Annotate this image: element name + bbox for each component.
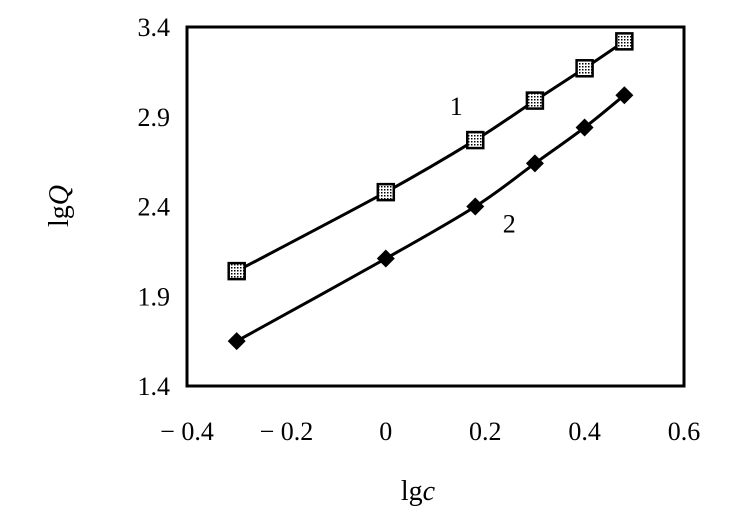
y-axis-label-main: lg [44,205,75,227]
y-axis-ticks: 1.4 1.9 2.4 2.9 3.4 [138,13,171,401]
x-tick-label: 0.2 [469,417,502,446]
data-point-series-2 [376,249,395,268]
data-point-series-2 [575,118,594,137]
series-group: 12 [227,32,634,351]
y-tick-label: 1.9 [138,282,171,311]
data-point-series-2 [466,197,485,216]
y-tick-label: 2.4 [138,193,171,222]
series-line-1 [235,40,626,273]
x-tick-label: 0 [379,417,392,446]
series-label-2: 2 [503,210,516,239]
data-point-series-1 [525,91,545,110]
series-label-1: 1 [450,92,463,121]
y-tick-label: 3.4 [138,13,171,42]
data-point-series-1 [227,261,246,281]
series-line-2 [235,94,626,343]
y-tick-label: 1.4 [138,372,171,401]
data-point-series-1 [575,59,594,78]
data-point-series-1 [615,32,634,51]
y-axis-label: lgQ [44,185,75,227]
x-axis-label-var: c [423,476,436,507]
data-point-series-2 [227,332,246,351]
data-point-series-1 [376,182,396,202]
x-tick-label: 0.6 [668,417,701,446]
x-tick-label: 0.4 [568,417,601,446]
plot-frame [185,25,686,388]
x-tick-label: − 0.4 [160,417,214,446]
data-point-series-2 [525,154,544,173]
x-axis-ticks: − 0.4 − 0.2 0 0.2 0.4 0.6 [160,417,700,446]
x-axis-label: lgc [401,476,436,507]
y-tick-label: 2.9 [138,103,171,132]
data-point-series-2 [615,86,634,105]
y-axis-label-var: Q [44,185,75,205]
x-tick-label: − 0.2 [260,417,314,446]
x-axis-label-main: lg [401,476,423,507]
data-point-series-1 [466,130,485,150]
